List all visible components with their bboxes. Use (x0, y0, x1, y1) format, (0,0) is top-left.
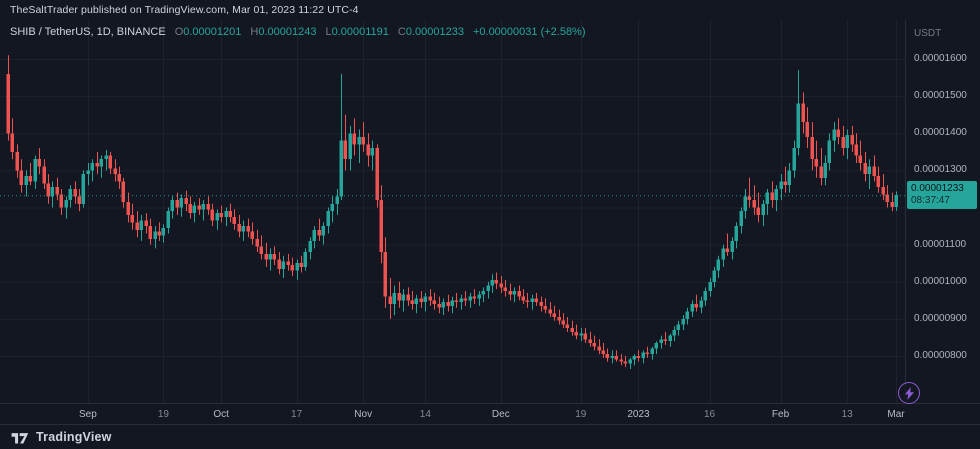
low-value: 0.00001191 (331, 26, 389, 38)
publish-bar: TheSaltTrader published on TradingView.c… (0, 0, 980, 20)
brand-name[interactable]: TradingView (36, 430, 112, 444)
price-tick-label: 0.00001000 (914, 275, 967, 287)
last-price-value: 0.00001233 (911, 183, 964, 195)
time-axis-label: Feb (771, 409, 790, 420)
price-tick-label: 0.00000900 (914, 312, 967, 324)
time-axis-label: 2023 (627, 409, 650, 420)
lightning-bolt-icon (904, 386, 914, 400)
candlestick-chart[interactable] (0, 20, 905, 403)
chart-legend: SHIB / TetherUS, 1D, BINANCE O0.00001201… (10, 26, 586, 38)
last-price-badge: 0.00001233 08:37:47 (907, 181, 977, 210)
time-axis-label: 19 (575, 409, 587, 420)
countdown-timer: 08:37:47 (911, 195, 950, 207)
open-label: O (174, 26, 184, 38)
high-value: 0.00001243 (258, 26, 317, 38)
publish-text: TheSaltTrader published on TradingView.c… (10, 4, 359, 16)
low-readout: L0.00001191 (325, 26, 388, 38)
chart-plot-area[interactable] (0, 20, 905, 403)
time-axis-label: Oct (213, 409, 229, 420)
price-tick-label: 0.00001100 (914, 238, 967, 250)
price-axis[interactable]: USDT 0.00001233 08:37:47 0.00001600 0.000… (905, 20, 980, 403)
low-label: L (325, 26, 332, 38)
time-axis-label: Dec (491, 409, 510, 420)
change-value: +0.00000031 (+2.58%) (472, 26, 586, 38)
time-axis[interactable]: Sep 19 Oct 17 Nov 14 Dec 19 2023 16 Feb 13 Mar (0, 403, 980, 424)
time-axis-label: Nov (354, 409, 373, 420)
close-label: C (397, 26, 406, 38)
close-value: 0.00001233 (405, 26, 464, 38)
time-axis-label: 19 (157, 409, 169, 420)
open-readout: O0.00001201 (175, 26, 242, 38)
time-axis-label: 16 (703, 409, 716, 420)
price-tick-label: 0.00001500 (914, 90, 967, 102)
time-axis-label: Sep (79, 409, 97, 420)
time-axis-label: Mar (887, 409, 905, 420)
open-value: 0.00001201 (183, 26, 242, 38)
quote-currency-label: USDT (914, 28, 942, 39)
tradingview-logo-icon[interactable] (10, 430, 29, 445)
price-tick-label: 0.00000800 (914, 350, 967, 361)
price-tick-label: 0.00001300 (914, 164, 967, 176)
high-readout: H0.00001243 (250, 26, 316, 38)
time-axis-label: 13 (841, 409, 853, 420)
price-tick-label: 0.00001600 (914, 53, 967, 64)
symbol-title[interactable]: SHIB / TetherUS, 1D, BINANCE (10, 26, 166, 38)
close-readout: C0.00001233 (398, 26, 464, 38)
footer-bar: TradingView (0, 424, 980, 449)
price-tick-label: 0.00001400 (914, 127, 967, 139)
high-label: H (250, 26, 259, 38)
time-axis-label: 14 (419, 409, 431, 420)
time-axis-label: 17 (291, 409, 303, 420)
lightning-button[interactable] (898, 382, 920, 404)
